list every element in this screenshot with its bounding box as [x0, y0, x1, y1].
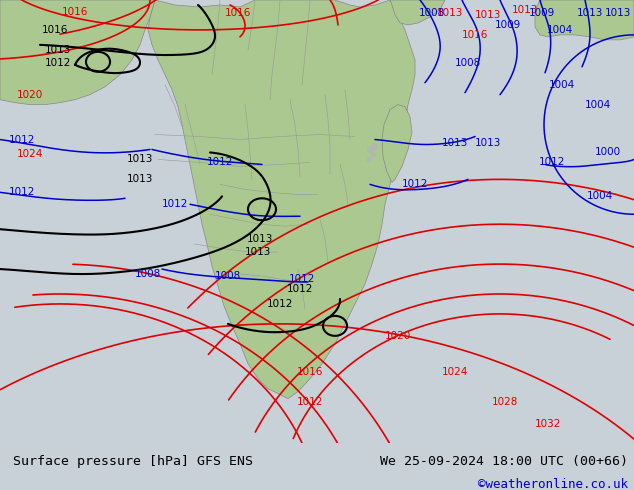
Text: 1032: 1032 — [535, 418, 561, 429]
Text: 1016: 1016 — [42, 25, 68, 35]
Text: 1012: 1012 — [297, 396, 323, 407]
Text: 1013: 1013 — [127, 154, 153, 165]
Text: 1012: 1012 — [162, 199, 188, 209]
Text: 1008: 1008 — [455, 58, 481, 68]
Text: 1013: 1013 — [605, 8, 631, 18]
Text: 1012: 1012 — [45, 58, 71, 68]
Text: 1016: 1016 — [225, 8, 251, 18]
Text: 1008: 1008 — [215, 271, 241, 281]
Text: 1013: 1013 — [245, 247, 271, 257]
Text: 1008: 1008 — [419, 8, 445, 18]
Text: 1020: 1020 — [385, 331, 411, 341]
Text: 1013: 1013 — [442, 138, 468, 147]
Text: 1024: 1024 — [17, 149, 43, 159]
Text: 1016: 1016 — [297, 367, 323, 377]
Text: 1012: 1012 — [207, 157, 233, 168]
Text: 1008: 1008 — [135, 269, 161, 279]
Polygon shape — [382, 105, 412, 182]
Text: 1013: 1013 — [45, 45, 71, 55]
Text: 1013: 1013 — [577, 8, 603, 18]
Text: Surface pressure [hPa] GFS ENS: Surface pressure [hPa] GFS ENS — [13, 455, 253, 467]
Text: 1004: 1004 — [587, 191, 613, 201]
Text: 1009: 1009 — [529, 8, 555, 18]
Text: 1016: 1016 — [462, 30, 488, 40]
Text: 1012: 1012 — [9, 187, 36, 197]
Text: 1028: 1028 — [492, 396, 518, 407]
Text: ©weatheronline.co.uk: ©weatheronline.co.uk — [477, 478, 628, 490]
Text: 1004: 1004 — [547, 25, 573, 35]
Text: 1020: 1020 — [17, 90, 43, 99]
Text: 1012: 1012 — [287, 284, 313, 294]
Text: 1013: 1013 — [127, 174, 153, 184]
Text: 1013: 1013 — [437, 8, 463, 18]
Text: 1024: 1024 — [442, 367, 468, 377]
Polygon shape — [148, 0, 415, 398]
Text: 1013: 1013 — [247, 234, 273, 244]
Text: 1013: 1013 — [512, 5, 538, 15]
Text: 1009: 1009 — [495, 20, 521, 30]
Text: 1012: 1012 — [289, 274, 315, 284]
Text: 1012: 1012 — [9, 135, 36, 145]
Polygon shape — [0, 0, 155, 105]
Text: 1004: 1004 — [549, 80, 575, 90]
Polygon shape — [535, 0, 634, 40]
Text: 1000: 1000 — [595, 147, 621, 157]
Text: 1012: 1012 — [402, 179, 428, 189]
Text: 1016: 1016 — [61, 7, 88, 17]
Text: 1013: 1013 — [475, 138, 501, 147]
Text: 1013: 1013 — [475, 10, 501, 20]
Text: 1012: 1012 — [539, 157, 565, 168]
Text: We 25-09-2024 18:00 UTC (00+66): We 25-09-2024 18:00 UTC (00+66) — [380, 455, 628, 467]
Polygon shape — [390, 0, 445, 25]
Text: 1004: 1004 — [585, 99, 611, 110]
Text: 1012: 1012 — [267, 299, 293, 309]
